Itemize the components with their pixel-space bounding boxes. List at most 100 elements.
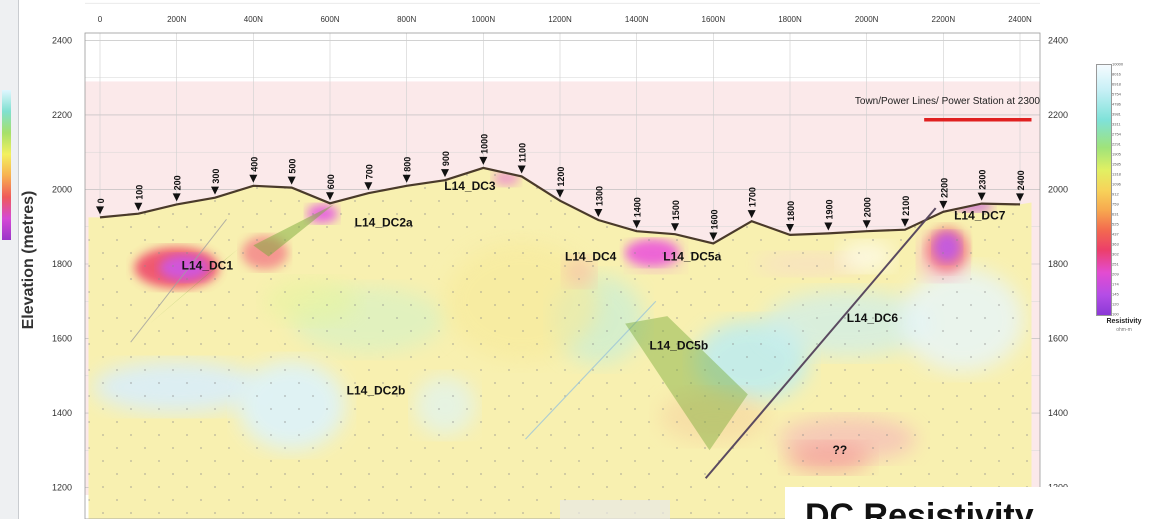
station-marker [786,223,794,232]
legend-value: 2291 [1112,141,1121,147]
legend-value: 120 [1112,301,1119,307]
anomaly-label: L14_DC3 [444,179,496,193]
y-tick-label-left: 2200 [52,110,72,120]
x-tick-label: 800N [397,15,416,24]
station-marker [862,220,871,229]
y-tick-label-right: 2000 [1048,184,1068,194]
legend-value: 302 [1112,251,1119,257]
legend-value: 251 [1112,261,1119,267]
station-marker [249,174,258,183]
legend-value: 1318 [1112,171,1121,177]
legend-unit: ohm-m [1116,327,1132,333]
legend-value: 437 [1112,231,1119,237]
y-tick-label-left: 1800 [52,259,72,269]
y-tick-label-right: 1800 [1048,259,1068,269]
station-marker [747,210,756,219]
station-marker [517,165,526,174]
station-marker [709,232,718,241]
legend-value: 1905 [1112,151,1121,157]
station-marker [211,186,219,195]
station-marker [671,223,679,232]
anomaly-label: ?? [832,443,847,457]
station-marker [594,209,603,218]
legend-value: 8016 [1112,71,1121,77]
left-panel-strip [0,0,19,519]
x-tick-label: 1600N [702,15,726,24]
anomaly-label: L14_DC5a [663,249,721,263]
interpreted-fault-line [704,207,937,479]
station-label: 1200 [556,167,566,187]
station-label: 1100 [518,143,528,163]
dc1-dipping-body [149,249,238,324]
interpreted-fault-line-3 [130,218,227,343]
station-label: 2200 [939,178,949,198]
station-label: 2400 [1016,170,1026,190]
anomaly-label: L14_DC4 [565,249,617,263]
station-label: 800 [403,157,413,172]
station-label: 700 [364,164,374,179]
y-tick-label-right: 2400 [1048,35,1068,45]
interpreted-fault-line-2 [525,300,657,440]
legend-value: 3311 [1112,121,1121,127]
station-marker [96,206,104,215]
anomaly-label: L14_DC2a [355,216,413,230]
terrain-surface-line [99,166,1021,245]
legend-value: 525 [1112,221,1119,227]
plot-frame [84,32,1041,519]
x-tick-label: 2200N [932,15,956,24]
station-marker [1016,193,1024,202]
x-tick-label: 0 [98,15,103,24]
station-label: 2300 [978,170,988,190]
legend-value: 3981 [1112,111,1121,117]
y-tick-label-left: 2400 [52,35,72,45]
station-marker [402,174,411,183]
dc5b-dipping-body [625,316,748,451]
station-label: 2100 [901,196,911,216]
resistivity-color-scale [1096,64,1112,316]
y-tick-label-right: 1600 [1048,334,1068,344]
station-marker [364,182,373,191]
legend-value: 5754 [1112,91,1121,97]
station-label: 300 [211,169,221,184]
station-label: 1700 [748,187,758,207]
x-tick-label: 1400N [625,15,649,24]
legend-value: 1585 [1112,161,1121,167]
legend-title: Resistivity [1106,318,1142,325]
bottom-inset-fragment [560,500,670,519]
y-tick-label-left: 1200 [52,483,72,493]
legend-value: 10000 [1112,61,1124,67]
station-label: 2000 [863,197,873,217]
y-tick-label-left: 1600 [52,334,72,344]
station-label: 200 [173,175,183,190]
x-tick-label: 2400N [1008,15,1032,24]
x-tick-label: 1000N [472,15,496,24]
legend-value: 100 [1112,311,1119,317]
station-label: 1400 [633,197,643,217]
y-tick-label-right: 2200 [1048,110,1068,120]
station-marker [326,192,334,201]
overlay-title-box: DC Resistivity [785,487,1163,519]
legend-value: 363 [1112,241,1119,247]
anomaly-label: L14_DC6 [847,311,899,325]
station-marker [172,193,181,202]
legend-value: 6918 [1112,81,1121,87]
anomaly-label: L14_DC1 [182,259,234,273]
anomaly-label: L14_DC5b [649,339,708,353]
station-marker [479,156,488,165]
legend-value: 2754 [1112,131,1121,137]
station-label: 500 [288,159,298,174]
x-tick-label: 1200N [548,15,572,24]
legend-value: 174 [1112,281,1119,287]
legend-value: 631 [1112,211,1119,217]
power-line-annotation: Town/Power Lines/ Power Station at 2300 [855,96,1041,107]
legend-value: 1096 [1112,181,1121,187]
station-marker [977,192,986,201]
legend-value: 4786 [1112,101,1121,107]
x-tick-label: 400N [244,15,263,24]
x-tick-label: 600N [320,15,339,24]
legend-value: 912 [1112,191,1119,197]
anomaly-label: L14_DC2b [347,383,406,397]
station-marker [901,218,909,227]
station-label: 400 [249,157,259,172]
